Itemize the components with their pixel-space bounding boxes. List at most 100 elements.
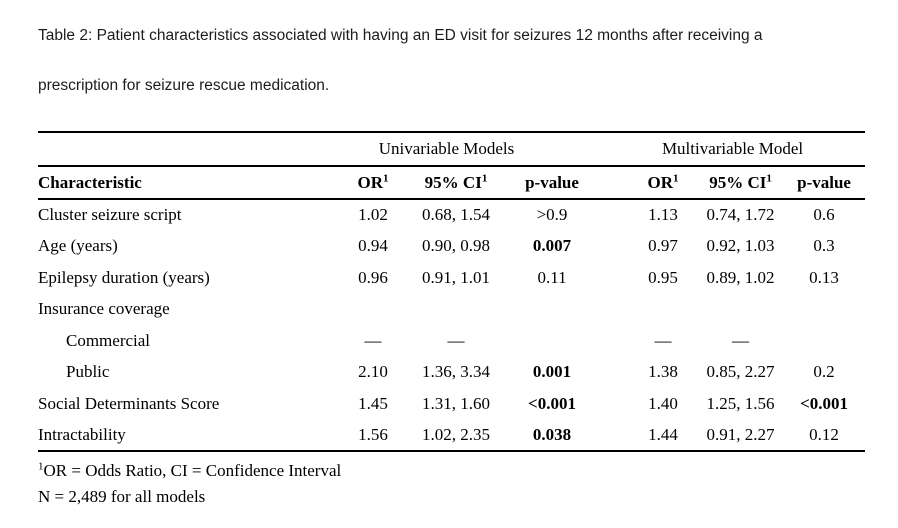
table-row: Public 2.10 1.36, 3.34 0.001 1.38 0.85, 2.27 0… xyxy=(38,357,865,389)
cell-pvalue-multivariable xyxy=(783,294,865,326)
table-body: Cluster seizure script 1.02 0.68, 1.54 >0.9… xyxy=(38,199,866,452)
cell-ci-univariable: 1.31, 1.60 xyxy=(422,393,490,413)
cell-pvalue-univariable: 0.007 xyxy=(532,236,572,256)
row-label: Insurance coverage xyxy=(38,299,170,319)
cell-pvalue-multivariable: 0.2 xyxy=(813,362,835,382)
spanner-gap-cell xyxy=(598,131,629,167)
cell-or-univariable: — xyxy=(364,330,382,350)
cell-or-multivariable: 0.97 xyxy=(648,236,678,256)
cell-ci-multivariable: 0.91, 2.27 xyxy=(698,419,784,452)
cell-ci-multivariable xyxy=(698,294,783,326)
column-header-row: Characteristic OR1 95% CI1 p-value OR1 9… xyxy=(38,166,866,200)
table-footnotes: 1OR = Odds Ratio, CI = Confidence Interv… xyxy=(38,458,341,510)
cell-pvalue-multivariable: 0.3 xyxy=(813,236,835,256)
cell-gap xyxy=(598,199,628,231)
cell-or-univariable: 1.56 xyxy=(340,419,406,452)
table-row: Epilepsy duration (years) 0.96 0.91, 1.01 0… xyxy=(38,262,865,294)
col-header-or-multivariable: OR1 xyxy=(628,166,699,200)
table-row: Insurance coverage xyxy=(38,294,865,326)
cell-or-univariable: 0.94 xyxy=(358,236,388,256)
cell-gap xyxy=(598,388,628,420)
footnote-abbrev-text: OR = Odds Ratio, CI = Confidence Interva… xyxy=(43,461,342,480)
cell-ci-univariable: 0.90, 0.98 xyxy=(422,236,490,256)
row-label: Commercial xyxy=(66,330,151,350)
table-row: Social Determinants Score 1.45 1.31, 1.60 <… xyxy=(38,388,865,420)
cell-pvalue-multivariable: 0.12 xyxy=(783,419,866,452)
cell-or-univariable: 1.45 xyxy=(358,393,388,413)
table-row: Age (years) 0.94 0.90, 0.98 0.007 0.97 0.92, … xyxy=(38,231,865,263)
table-row: Commercial — — — — xyxy=(38,325,865,357)
cell-or-multivariable xyxy=(628,294,698,326)
spanner-multivariable-model: Multivariable Model xyxy=(628,131,866,167)
cell-pvalue-univariable: 0.038 xyxy=(506,419,599,452)
spanner-univariable-models: Univariable Models xyxy=(340,131,599,167)
cell-pvalue-multivariable: 0.6 xyxy=(813,205,835,225)
cell-gap xyxy=(598,357,628,389)
spanner-empty-cell xyxy=(38,131,340,167)
row-label: Age (years) xyxy=(38,236,118,256)
col-header-ci-univariable: 95% CI1 xyxy=(406,166,506,200)
ci-label: 95% CI xyxy=(424,172,482,192)
cell-pvalue-univariable xyxy=(506,294,598,326)
cell-gap xyxy=(598,325,628,357)
cell-gap xyxy=(598,262,628,294)
cell-pvalue-univariable: >0.9 xyxy=(536,205,568,225)
table-row: Cluster seizure script 1.02 0.68, 1.54 >0.9… xyxy=(38,199,865,231)
cell-ci-multivariable: 0.92, 1.03 xyxy=(706,236,775,256)
cell-pvalue-multivariable: 0.13 xyxy=(809,267,839,287)
cell-or-univariable xyxy=(340,294,406,326)
results-table: Univariable Models Multivariable Model C… xyxy=(38,131,866,452)
cell-gap xyxy=(598,294,628,326)
cell-or-multivariable: 0.95 xyxy=(648,267,678,287)
table-caption: Table 2: Patient characteristics associa… xyxy=(38,27,878,95)
row-label: Cluster seizure script xyxy=(38,205,182,225)
cell-pvalue-multivariable: <0.001 xyxy=(800,393,848,413)
cell-ci-multivariable: 0.85, 2.27 xyxy=(706,362,775,382)
cell-gap xyxy=(598,231,628,263)
cell-ci-univariable: 0.68, 1.54 xyxy=(422,205,490,225)
col-header-characteristic: Characteristic xyxy=(38,166,340,200)
col-header-gap xyxy=(598,166,629,200)
or-superscript: 1 xyxy=(383,171,389,184)
caption-line-1: Table 2: Patient characteristics associa… xyxy=(38,27,763,44)
cell-ci-univariable: 0.91, 1.01 xyxy=(422,267,490,287)
ci-label: 95% CI xyxy=(709,172,767,192)
cell-or-univariable: 0.96 xyxy=(358,267,388,287)
cell-or-multivariable: 1.13 xyxy=(648,205,678,225)
cell-pvalue-multivariable xyxy=(783,325,865,357)
footnote-superscript: 1 xyxy=(38,460,44,473)
cell-or-multivariable: — xyxy=(654,330,672,350)
cell-or-univariable: 1.02 xyxy=(358,205,388,225)
cell-pvalue-univariable: 0.001 xyxy=(532,362,572,382)
col-header-pvalue-multivariable: p-value xyxy=(783,166,866,200)
cell-or-multivariable: 1.40 xyxy=(648,393,678,413)
or-label: OR xyxy=(647,172,674,192)
or-label: OR xyxy=(357,172,384,192)
ci-superscript: 1 xyxy=(766,171,772,184)
col-header-pvalue-univariable: p-value xyxy=(506,166,599,200)
cell-ci-multivariable: 1.25, 1.56 xyxy=(706,393,775,413)
cell-gap xyxy=(598,419,629,452)
cell-or-multivariable: 1.44 xyxy=(628,419,699,452)
row-label: Intractability xyxy=(38,419,340,452)
cell-ci-multivariable: 0.89, 1.02 xyxy=(706,267,775,287)
cell-or-multivariable: 1.38 xyxy=(648,362,678,382)
cell-or-univariable: 2.10 xyxy=(358,362,388,382)
row-label: Public xyxy=(66,362,110,382)
spanner-row: Univariable Models Multivariable Model xyxy=(38,131,866,167)
ci-superscript: 1 xyxy=(481,171,488,184)
col-header-ci-multivariable: 95% CI1 xyxy=(698,166,784,200)
or-superscript: 1 xyxy=(673,171,679,184)
cell-ci-multivariable: 0.74, 1.72 xyxy=(706,205,775,225)
cell-ci-univariable: 1.36, 3.34 xyxy=(422,362,490,382)
footnote-sample-size: N = 2,489 for all models xyxy=(38,487,206,506)
table-row: Intractability 1.56 1.02, 2.35 0.038 1.44 0.9… xyxy=(38,419,866,452)
cell-pvalue-univariable xyxy=(506,325,598,357)
footnote-abbreviations: 1OR = Odds Ratio, CI = Confidence Interv… xyxy=(38,458,341,484)
cell-ci-univariable xyxy=(406,294,506,326)
cell-pvalue-univariable: <0.001 xyxy=(528,393,576,413)
caption-line-2: prescription for seizure rescue medicati… xyxy=(38,77,330,94)
row-label: Epilepsy duration (years) xyxy=(38,267,210,287)
col-header-or-univariable: OR1 xyxy=(340,166,406,200)
